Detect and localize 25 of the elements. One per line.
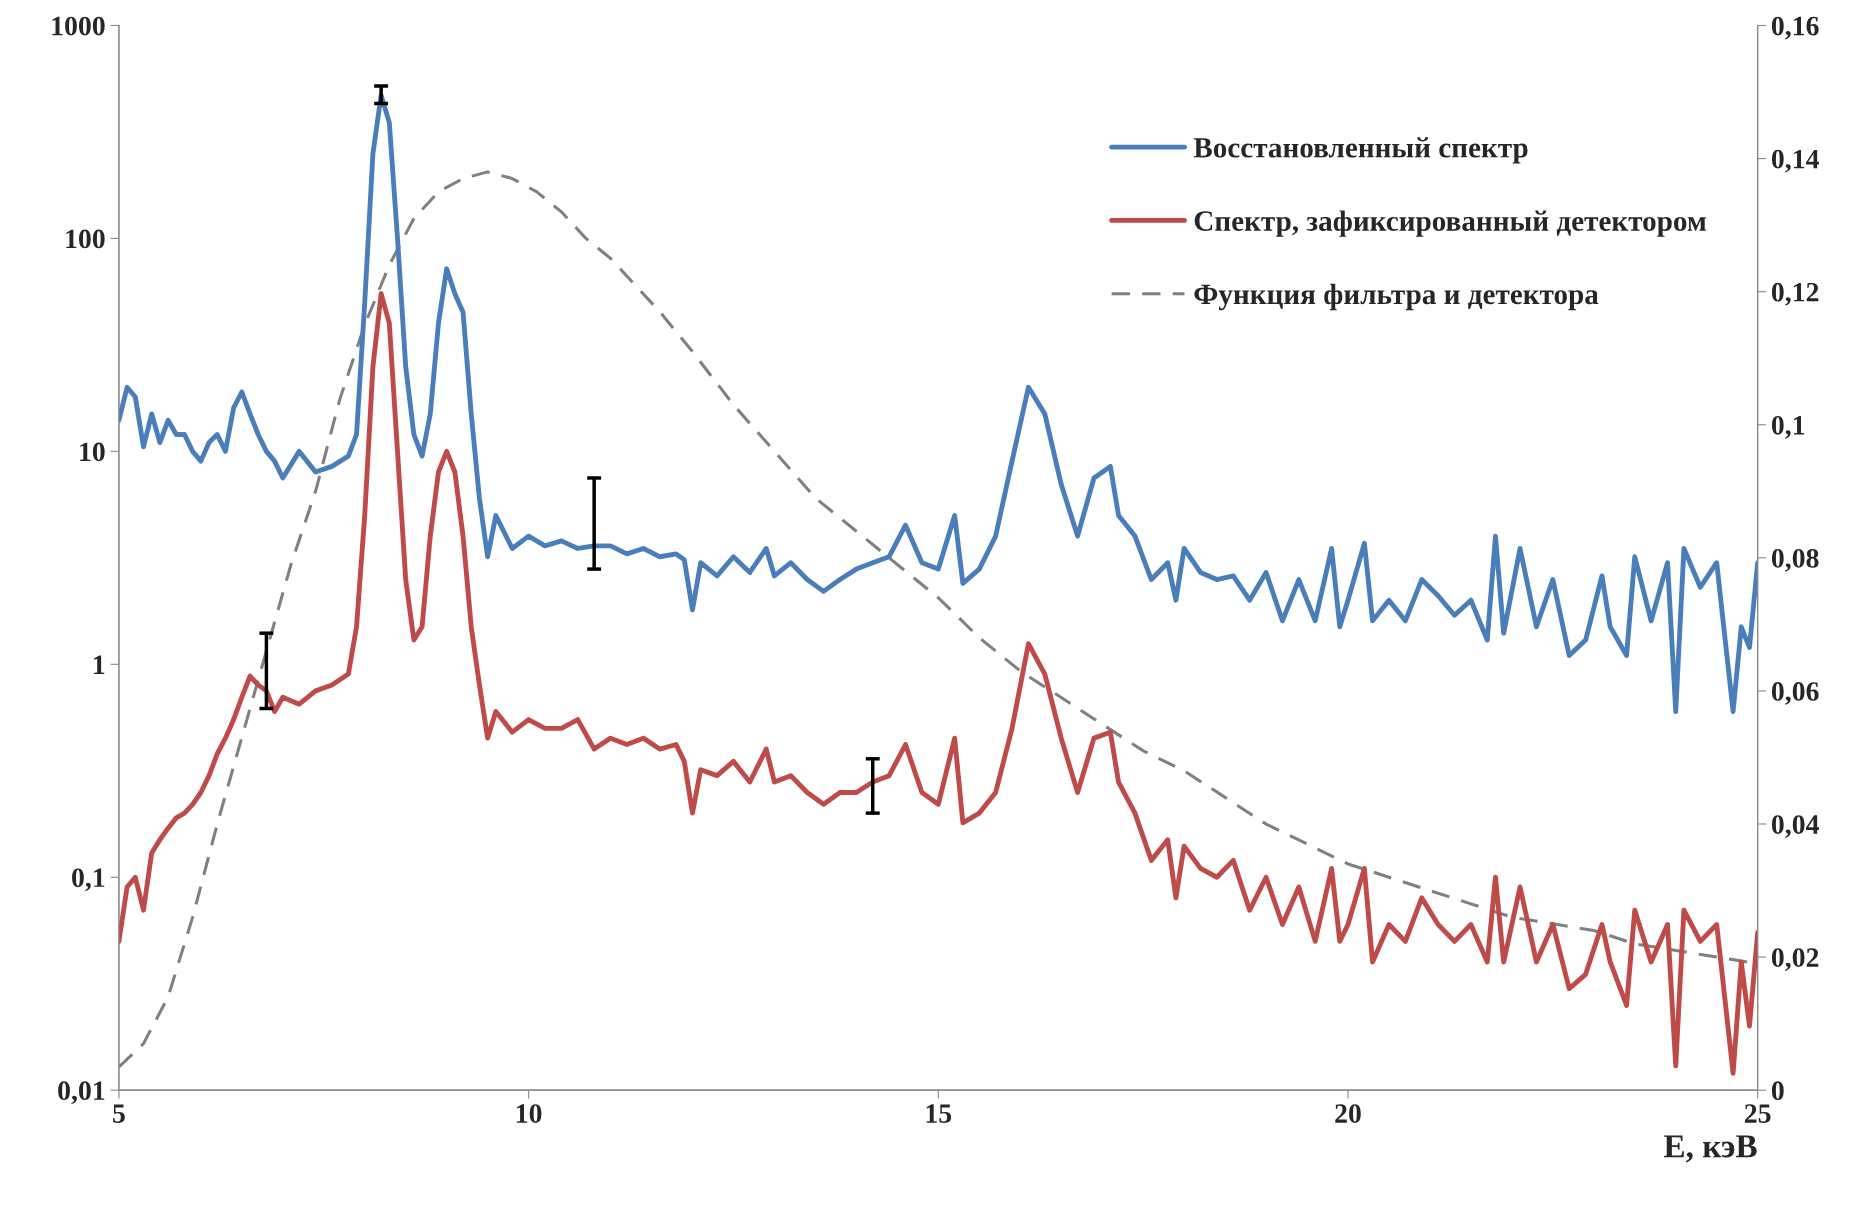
x-tick-label: 25: [1744, 1104, 1771, 1123]
y-tick-label: 0,1: [72, 868, 105, 892]
x-axis-title: E, кэВ: [1663, 1135, 1757, 1163]
x-tick-label: 15: [926, 1104, 952, 1123]
x-tick-label: 5: [113, 1104, 125, 1123]
x-tick-label: 20: [1335, 1104, 1361, 1123]
y-tick-label: 10: [80, 442, 105, 462]
legend-label: Функция фильтра и детектора: [1194, 283, 1599, 311]
y2-tick-label: 0,12: [1771, 282, 1819, 306]
y2-tick-label: 0,1: [1771, 415, 1805, 439]
legend-label: Спектр, зафиксированный детектором: [1194, 210, 1706, 237]
y2-tick-label: 0,08: [1771, 549, 1819, 572]
line-series: [118, 92, 1758, 714]
y2-tick-label: 0,02: [1771, 948, 1819, 972]
y2-tick-label: 0,14: [1771, 149, 1819, 173]
y-tick-label: 1000: [52, 16, 105, 36]
y-tick-label: 1: [94, 655, 105, 674]
y-tick-label: 0,01: [58, 1081, 105, 1105]
y2-tick-label: 0,06: [1771, 682, 1819, 705]
legend-label: Восстановленный спектр: [1193, 137, 1528, 164]
y-tick-label: 100: [66, 229, 105, 249]
y2-tick-label: 0: [1771, 1081, 1784, 1101]
x-tick-label: 10: [516, 1104, 542, 1123]
y2-tick-label: 0,04: [1771, 815, 1819, 838]
y2-tick-label: 0,16: [1771, 16, 1819, 40]
